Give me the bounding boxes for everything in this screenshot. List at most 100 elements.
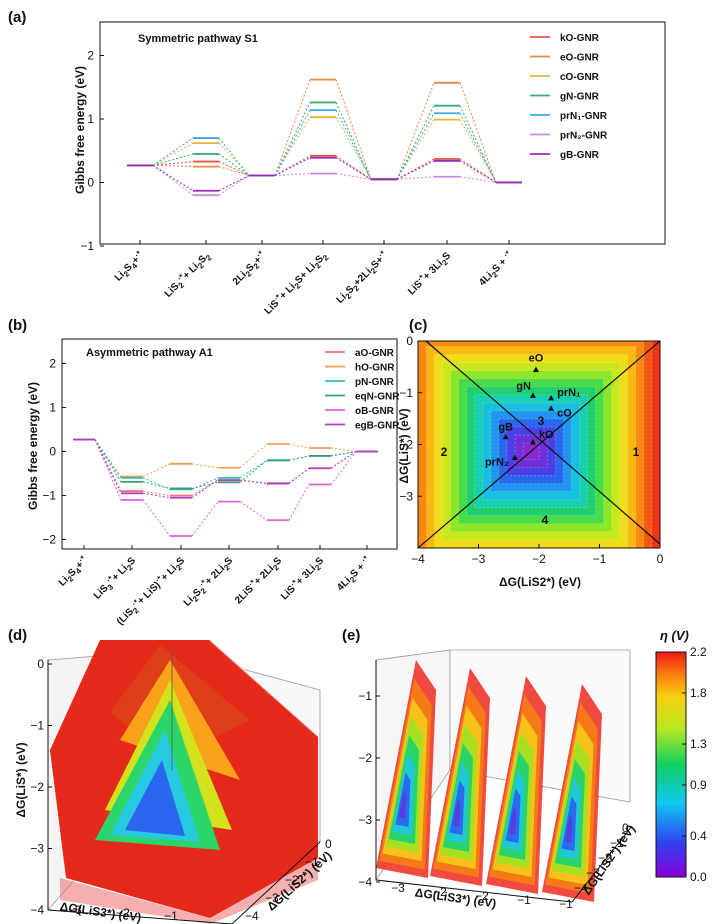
panel-c-label: (c) <box>409 317 427 334</box>
panel-a-legend-label: kO-GNR <box>560 33 600 44</box>
panel-b-yticks: 2 1 0 −1 −2 <box>42 357 66 547</box>
panel-c-region-label: 2 <box>441 445 448 459</box>
panel-a-marks <box>127 78 522 197</box>
colorbar-ticks: 2.2 1.8 1.3 0.9 0.4 0.0 <box>682 645 707 884</box>
panel-e-slice-band <box>564 815 573 843</box>
panel-b-connector-oB <box>142 499 171 537</box>
panel-b-xtick-label: LiS3·*+ Li2S <box>90 554 139 603</box>
panel-c-xtick-label: 0 <box>657 552 664 566</box>
panel-b-connector-egB <box>330 451 357 469</box>
panel-b-connector-oB <box>330 451 357 485</box>
panel-b-connector-hO <box>330 447 357 452</box>
panel-c-point-label: prN₂ <box>485 456 509 468</box>
panel-e-xaxis <box>375 879 573 903</box>
panel-b-connector-pN <box>142 477 171 490</box>
panel-d-ytick-label: −2 <box>285 873 299 887</box>
panel-a-connector-kO <box>152 161 194 166</box>
panel-b-legend-label: hO-GNR <box>355 363 395 374</box>
panel-a-connector-prN2 <box>335 173 372 180</box>
panel-b-connector-egB <box>288 467 310 485</box>
panel-a-connector-cO <box>218 142 250 176</box>
panel-b-connector-hO <box>142 463 171 478</box>
panel-c-point-label: eO <box>529 352 544 364</box>
panel-c: (c) −4 −3 −2 −1 0 0 −1 −2 −3 1 2 3 4 eO gN prN₁ cO gB kO p… <box>397 317 664 589</box>
panel-c-diagonal <box>425 341 660 545</box>
panel-a-xticks: Li2S4+·* LiS2·*+ Li2S2 2Li2S2+·*LiS·*+ Li2… <box>113 240 513 319</box>
panel-d-ytick-label: 0 <box>325 837 332 851</box>
panel-b-connector-egB <box>142 492 171 499</box>
panel-d-blue <box>125 760 185 836</box>
panel-c-point-gN <box>529 392 536 398</box>
panel-a-frame <box>99 21 666 245</box>
panel-a-connector-cO <box>152 142 194 166</box>
panel-a-xtick-label: LiS·*+ Li2S+ Li2S2 <box>261 249 331 319</box>
panel-a-label: (a) <box>8 9 26 26</box>
panel-c-point-eO <box>532 366 539 372</box>
panel-d-ztick-label: −2 <box>30 780 44 794</box>
panel-a-connector-gB <box>218 175 250 192</box>
panel-d-yaxis <box>231 841 321 924</box>
panel-b-ytick-label: 1 <box>49 401 56 415</box>
panel-e-xtick-label: −1 <box>517 893 531 907</box>
panel-b-connector-egB <box>191 479 219 499</box>
panel-d: (d) 0 −1 −2 −3 −4 −3 −2 −1 0 −1 −2 −3 −4 ΔG(LiS*) (e… <box>8 627 334 924</box>
panel-a-ytick-label: 0 <box>87 176 94 190</box>
panel-a-connector-prN1 <box>152 137 194 166</box>
panel-b-connector-eqN <box>288 455 310 461</box>
panel-c-point-label: prN₁ <box>557 387 581 399</box>
panel-b-connector-hO <box>239 443 268 469</box>
panel-c-xtick-label: −4 <box>411 552 425 566</box>
panel-a-connector-cO <box>274 116 311 176</box>
panel-a-connector-prN2 <box>274 173 311 177</box>
panel-b-connector-eqN <box>330 451 357 457</box>
panel-c-points: eO gN prN₁ cO gB kO prN₂ <box>485 352 581 468</box>
panel-b-connector-eqN <box>191 481 219 489</box>
panel-e-slice-band <box>398 791 407 819</box>
panel-a-connector-kO <box>218 161 250 176</box>
panel-b-ylabel: Gibbs free energy (eV) <box>26 382 40 510</box>
panel-c-region-label: 1 <box>633 445 640 459</box>
panel-e-label: (e) <box>342 627 360 644</box>
panel-a-connector-prN2 <box>396 176 435 180</box>
panel-a-connector-kO <box>335 155 372 180</box>
panel-b-legend-label: egB-GNR <box>355 421 400 432</box>
panel-a-xtick-label: LiS2·*+ Li2S2 <box>161 249 214 302</box>
panel-c-xtick-label: −1 <box>593 552 607 566</box>
panel-b-connector-eqN <box>142 481 171 489</box>
panel-c-ytick-label: −2 <box>399 438 413 452</box>
panel-a-ytick-label: 1 <box>87 112 94 126</box>
panel-a-legend-label: gN-GNR <box>560 92 600 103</box>
panel-e-slice-band <box>452 799 461 827</box>
panel-a-connector-gB <box>152 164 194 192</box>
panel-c-heatmap <box>418 341 660 548</box>
panel-a-connector-eO <box>335 79 372 180</box>
panel-c-xtick-label: −2 <box>532 552 546 566</box>
panel-d-zlabel: ΔG(LiS*) (eV) <box>14 742 28 817</box>
panel-a-connector-eO <box>459 82 497 183</box>
panel-c-point-label: gN <box>516 380 531 392</box>
panel-a-connector-prN1 <box>459 113 497 183</box>
panel-b-connector-hO <box>94 439 122 477</box>
panel-a-connector-prN2 <box>152 164 194 196</box>
panel-e-ztick-label: −3 <box>358 813 372 827</box>
panel-c-diagonal <box>418 341 660 548</box>
panel-b-xtick-label: (LiS2·*+ LiS)·*+ Li2S <box>114 554 189 629</box>
panel-a-ylabel: Gibbs free energy (eV) <box>73 66 87 194</box>
panel-b-connector-aO <box>142 490 171 496</box>
panel-c-region-label: 4 <box>542 513 549 527</box>
panel-b-label: (b) <box>8 317 27 334</box>
panel-e-xtick-label: −3 <box>391 881 405 895</box>
panel-a-connector-eO <box>274 79 311 176</box>
panel-e-slice-band <box>508 807 517 835</box>
panel-b-xtick-label: Li2S4+·* <box>55 553 92 590</box>
panel-a-connector-gB <box>459 160 497 183</box>
panel-d-ytick-label: −4 <box>245 909 259 923</box>
panel-c-point-prN1 <box>548 394 555 401</box>
panel-a-connector-gN <box>152 153 194 166</box>
panel-c-point-label: cO <box>557 407 572 419</box>
panel-b-frame <box>61 338 398 550</box>
panel-c-ytick-label: −1 <box>399 386 413 400</box>
panel-e-ytick-label: −2 <box>598 851 612 865</box>
panel-a-xtick-label: Li2S2+2Li2S+·* <box>333 248 392 307</box>
panel-a-connector-gN <box>274 102 311 176</box>
